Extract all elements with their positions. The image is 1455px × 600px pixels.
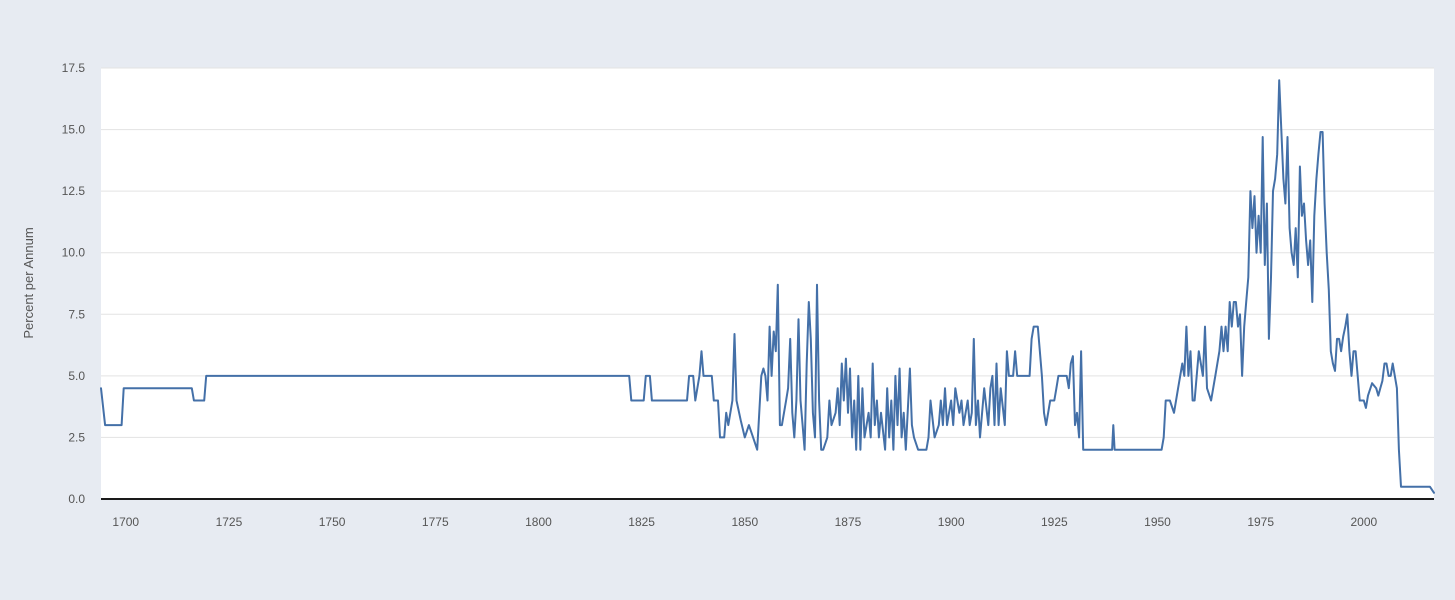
x-tick-label: 1800 (525, 515, 552, 529)
x-tick-label: 2000 (1350, 515, 1377, 529)
y-axis-ticks: 0.0 2.5 5.0 7.5 10.0 12.5 15.0 17.5 (62, 61, 86, 506)
x-tick-label: 1975 (1247, 515, 1274, 529)
y-tick-label: 2.5 (68, 430, 85, 444)
x-tick-label: 1775 (422, 515, 449, 529)
x-tick-label: 1900 (938, 515, 965, 529)
plot-background (101, 68, 1434, 499)
y-tick-label: 15.0 (62, 123, 86, 137)
x-tick-label: 1925 (1041, 515, 1068, 529)
x-tick-label: 1700 (112, 515, 139, 529)
x-axis-ticks: 1700 1725 1750 1775 1800 1825 1850 1875 1900 1925… (112, 515, 1377, 529)
y-tick-label: 5.0 (68, 369, 85, 383)
y-tick-label: 7.5 (68, 307, 85, 321)
y-tick-label: 10.0 (62, 246, 86, 260)
x-tick-label: 1875 (835, 515, 862, 529)
x-tick-label: 1825 (628, 515, 655, 529)
x-tick-label: 1950 (1144, 515, 1171, 529)
x-tick-label: 1850 (731, 515, 758, 529)
x-tick-label: 1725 (216, 515, 243, 529)
y-tick-label: 17.5 (62, 61, 86, 75)
y-tick-label: 12.5 (62, 184, 86, 198)
y-tick-label: 0.0 (68, 492, 85, 506)
series-line-0 (100, 79, 1435, 494)
x-tick-label: 1750 (319, 515, 346, 529)
series-group (100, 79, 1435, 494)
y-axis-title: Percent per Annum (21, 227, 36, 338)
